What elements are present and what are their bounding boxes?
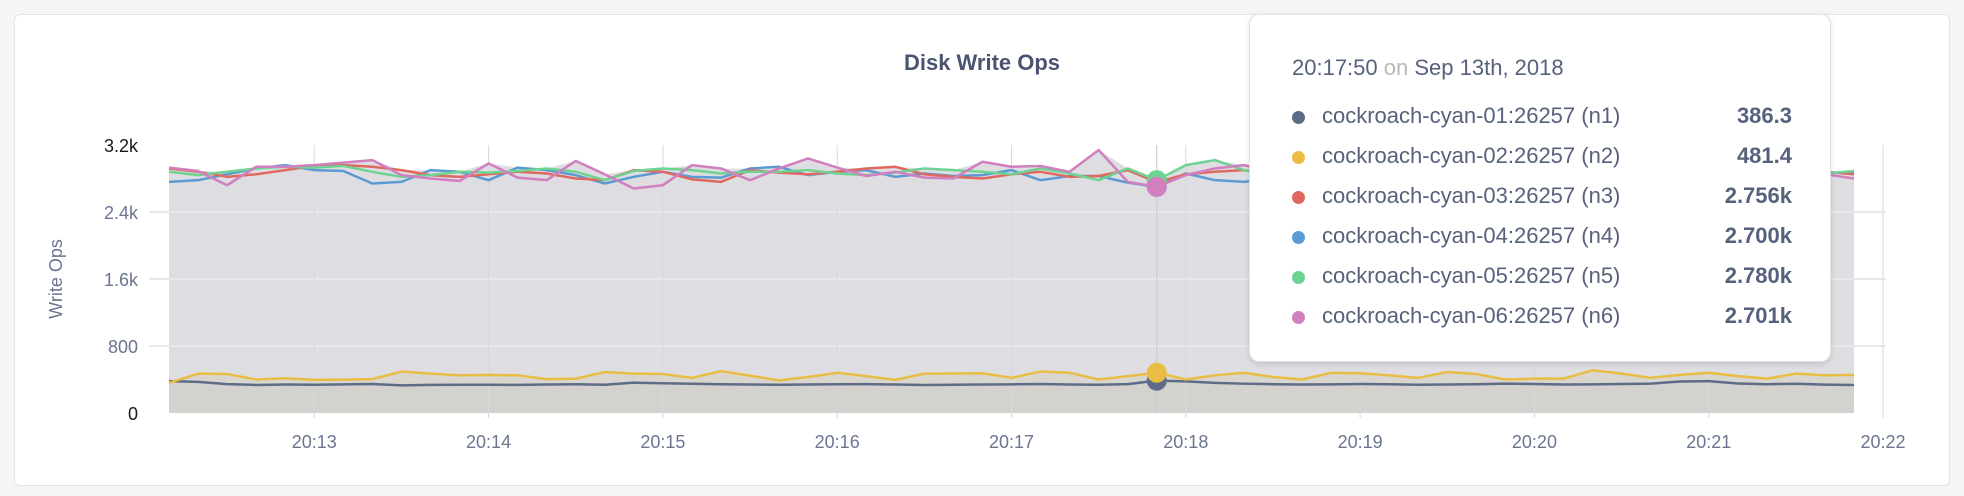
hover-tooltip: 20:17:50 on Sep 13th, 2018 cockroach-cya…: [1249, 14, 1831, 362]
y-tick-label: 2.4k: [104, 203, 139, 223]
x-tick-label: 20:17: [989, 432, 1034, 452]
tooltip-series-name: cockroach-cyan-01:26257 (n1): [1322, 103, 1621, 128]
tooltip-on: on: [1383, 55, 1409, 80]
tooltip-row: cockroach-cyan-05:26257 (n5) 2.780k: [1292, 263, 1792, 303]
x-tick-label: 20:13: [292, 432, 337, 452]
y-tick-label: 3.2k: [104, 136, 139, 156]
tooltip-series-value: 2.756k: [1724, 183, 1792, 208]
y-tick-label: 800: [108, 337, 138, 357]
tooltip-series-value: 2.780k: [1724, 263, 1792, 288]
tooltip-row: cockroach-cyan-01:26257 (n1) 386.3: [1292, 103, 1792, 143]
tooltip-series-value: 2.700k: [1724, 223, 1792, 248]
series-color-dot-icon: [1292, 311, 1305, 324]
x-tick-label: 20:19: [1338, 432, 1383, 452]
series-line-n2: [168, 369, 1855, 385]
x-tick-label: 20:21: [1686, 432, 1731, 452]
tooltip-date: Sep 13th, 2018: [1414, 55, 1564, 80]
tooltip-row: cockroach-cyan-06:26257 (n6) 2.701k: [1292, 303, 1792, 343]
x-tick-label: 20:22: [1861, 432, 1906, 452]
tooltip-series-name: cockroach-cyan-06:26257 (n6): [1322, 303, 1621, 328]
tooltip-series-name: cockroach-cyan-02:26257 (n2): [1322, 143, 1621, 168]
series-line-n1: [168, 379, 1855, 387]
x-tick-label: 20:18: [1163, 432, 1208, 452]
chart-title: Disk Write Ops: [903, 50, 1061, 75]
tooltip-row: cockroach-cyan-02:26257 (n2) 481.4: [1292, 143, 1792, 183]
series-color-dot-icon: [1292, 111, 1305, 124]
y-axis-label: Write Ops: [46, 239, 66, 319]
series-color-dot-icon: [1292, 151, 1305, 164]
y-tick-label: 0: [128, 404, 138, 424]
series-color-dot-icon: [1292, 271, 1305, 284]
tooltip-series-value: 386.3: [1736, 103, 1792, 128]
tooltip-row: cockroach-cyan-03:26257 (n3) 2.756k: [1292, 183, 1792, 223]
tooltip-row: cockroach-cyan-04:26257 (n4) 2.700k: [1292, 223, 1792, 263]
series-color-dot-icon: [1292, 191, 1305, 204]
tooltip-series-name: cockroach-cyan-04:26257 (n4): [1322, 223, 1621, 248]
tooltip-series-value: 2.701k: [1724, 303, 1792, 328]
x-tick-label: 20:14: [466, 432, 511, 452]
tooltip-time: 20:17:50: [1292, 55, 1378, 80]
y-tick-label: 1.6k: [104, 270, 139, 290]
tooltip-series-name: cockroach-cyan-03:26257 (n3): [1322, 183, 1621, 208]
series-color-dot-icon: [1292, 231, 1305, 244]
tooltip-series-name: cockroach-cyan-05:26257 (n5): [1322, 263, 1621, 288]
x-tick-label: 20:16: [815, 432, 860, 452]
hover-point-n6: [1146, 176, 1167, 197]
tooltip-timestamp: 20:17:50 on Sep 13th, 2018: [1292, 55, 1564, 81]
x-tick-label: 20:20: [1512, 432, 1557, 452]
hover-point-n2: [1146, 362, 1167, 383]
x-tick-label: 20:15: [640, 432, 685, 452]
tooltip-series-value: 481.4: [1736, 143, 1792, 168]
